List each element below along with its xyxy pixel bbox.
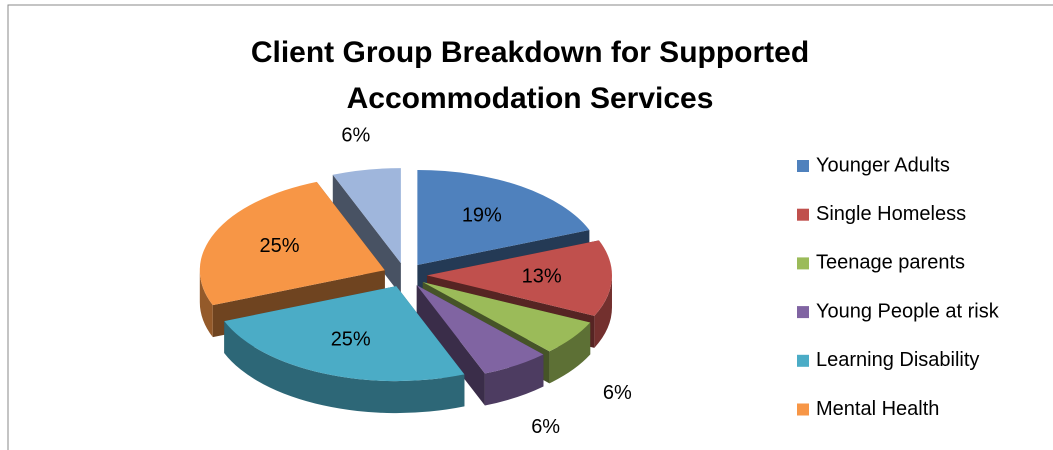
slice-side — [594, 275, 612, 348]
legend-swatch — [797, 160, 809, 172]
pie-slice — [332, 168, 401, 296]
data-label: 25% — [260, 235, 300, 257]
pie-slice — [416, 285, 544, 406]
legend-swatch — [797, 208, 809, 221]
slice-top — [224, 286, 465, 382]
legend-label: Mental Health — [816, 398, 939, 420]
legend-swatch — [797, 354, 809, 367]
data-label: 19% — [462, 205, 502, 227]
legend-label: Single Homeless — [816, 203, 966, 225]
slice-side — [224, 321, 465, 414]
chart-title: Client Group Breakdown for Supported Acc… — [250, 36, 810, 115]
slice-top — [426, 240, 612, 316]
slice-top — [199, 181, 385, 306]
data-label: 13% — [522, 266, 562, 288]
slice-side — [549, 322, 591, 384]
pie-slice — [224, 286, 465, 414]
slice-top — [422, 282, 591, 352]
legend-label: Younger Adults — [816, 154, 950, 176]
data-label: 6% — [341, 125, 370, 147]
slice-top — [417, 169, 590, 265]
slice-side — [199, 270, 213, 338]
slice-side — [484, 354, 544, 406]
data-label: 25% — [331, 328, 371, 350]
legend-label: Young People at risk — [816, 300, 1000, 322]
slice-top — [332, 168, 401, 264]
legend-swatch — [797, 257, 809, 270]
legend-swatch — [797, 306, 809, 319]
data-label: 6% — [603, 382, 632, 404]
frame — [7, 4, 1053, 450]
slice-wall — [416, 285, 485, 406]
legend-swatch — [797, 403, 809, 416]
legend-label: Learning Disability — [816, 349, 979, 371]
slice-wall — [332, 174, 401, 296]
legend-label: Teenage parents — [816, 252, 965, 274]
data-label: 6% — [531, 416, 560, 438]
slice-top — [416, 285, 544, 374]
